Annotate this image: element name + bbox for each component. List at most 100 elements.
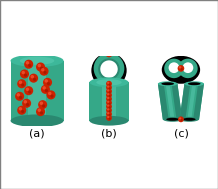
Circle shape [109, 102, 111, 105]
Circle shape [28, 64, 31, 67]
Polygon shape [10, 61, 17, 121]
Circle shape [36, 63, 45, 71]
Circle shape [24, 86, 33, 95]
Circle shape [106, 81, 112, 87]
Circle shape [181, 68, 183, 70]
Polygon shape [102, 82, 116, 121]
Circle shape [46, 90, 56, 99]
Ellipse shape [184, 81, 204, 86]
Circle shape [26, 88, 29, 91]
Circle shape [107, 89, 109, 91]
Circle shape [22, 99, 31, 108]
Circle shape [107, 85, 109, 88]
Circle shape [106, 88, 112, 94]
Ellipse shape [163, 117, 182, 122]
Text: (b): (b) [101, 128, 117, 138]
Circle shape [24, 74, 27, 77]
Circle shape [37, 108, 41, 112]
Circle shape [19, 107, 22, 111]
Circle shape [17, 93, 20, 97]
Circle shape [109, 95, 111, 97]
Circle shape [109, 118, 111, 120]
Circle shape [44, 79, 48, 83]
Circle shape [47, 82, 50, 85]
Circle shape [107, 105, 109, 107]
Polygon shape [124, 82, 129, 121]
Circle shape [21, 110, 24, 113]
Polygon shape [57, 61, 64, 121]
Circle shape [15, 92, 24, 101]
Circle shape [107, 51, 109, 54]
Circle shape [109, 110, 111, 112]
Circle shape [43, 86, 46, 90]
Ellipse shape [96, 79, 122, 86]
Polygon shape [180, 84, 190, 119]
Circle shape [106, 100, 112, 106]
Polygon shape [28, 61, 46, 121]
Circle shape [99, 59, 119, 79]
Circle shape [94, 53, 124, 84]
Circle shape [107, 101, 109, 103]
Circle shape [26, 103, 29, 106]
Circle shape [106, 115, 112, 121]
Circle shape [105, 50, 113, 57]
Ellipse shape [10, 54, 64, 67]
Ellipse shape [161, 82, 174, 85]
Circle shape [109, 106, 111, 108]
Circle shape [26, 61, 29, 64]
Circle shape [17, 79, 26, 88]
Polygon shape [10, 61, 64, 121]
Polygon shape [193, 84, 204, 119]
Circle shape [38, 100, 47, 109]
Polygon shape [89, 82, 94, 121]
Circle shape [36, 107, 45, 116]
Circle shape [181, 119, 183, 121]
Ellipse shape [20, 57, 54, 65]
Circle shape [19, 81, 22, 84]
Polygon shape [89, 82, 129, 121]
Circle shape [109, 53, 111, 56]
Circle shape [17, 106, 26, 115]
Ellipse shape [89, 116, 129, 126]
Circle shape [33, 78, 36, 81]
Circle shape [107, 82, 109, 84]
Circle shape [106, 85, 112, 91]
Circle shape [109, 84, 111, 86]
Circle shape [21, 83, 24, 87]
Circle shape [178, 65, 184, 72]
Circle shape [109, 91, 111, 93]
Circle shape [106, 104, 112, 109]
Ellipse shape [158, 81, 177, 86]
Circle shape [43, 78, 52, 87]
Circle shape [41, 68, 44, 71]
Circle shape [107, 116, 109, 118]
Circle shape [179, 117, 181, 119]
Circle shape [24, 60, 33, 69]
Circle shape [107, 108, 109, 111]
Circle shape [28, 90, 31, 94]
Circle shape [109, 87, 111, 89]
Polygon shape [158, 84, 182, 119]
Circle shape [29, 74, 38, 83]
Circle shape [109, 99, 111, 101]
Circle shape [40, 67, 43, 70]
Ellipse shape [89, 77, 129, 87]
Circle shape [106, 107, 112, 113]
Ellipse shape [162, 56, 200, 84]
Circle shape [31, 75, 34, 78]
Circle shape [48, 92, 51, 95]
Polygon shape [180, 84, 204, 119]
Circle shape [20, 69, 29, 78]
Circle shape [169, 62, 179, 73]
Circle shape [41, 85, 50, 94]
Ellipse shape [183, 118, 196, 121]
Circle shape [109, 114, 111, 116]
Circle shape [39, 67, 49, 76]
Circle shape [40, 101, 43, 105]
Circle shape [24, 100, 27, 104]
Ellipse shape [10, 114, 64, 127]
Circle shape [178, 59, 198, 78]
Circle shape [37, 64, 41, 67]
Circle shape [182, 62, 193, 73]
Circle shape [179, 66, 181, 69]
